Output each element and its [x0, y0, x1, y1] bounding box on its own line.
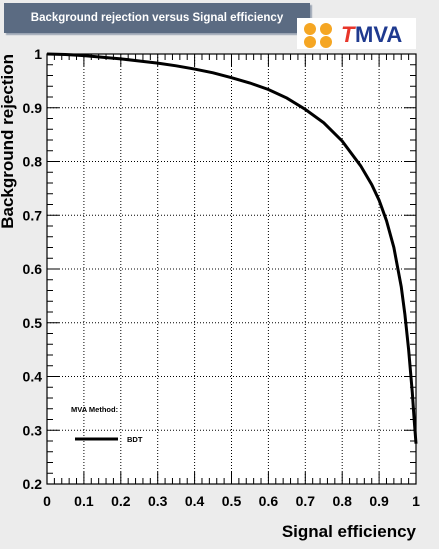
y-tick-label: 0.4	[23, 369, 43, 385]
logo-mva: MVA	[355, 22, 402, 47]
logo-circle-icon	[320, 23, 332, 35]
bdt-curve	[46, 52, 418, 444]
y-tick-label: 0.7	[23, 207, 43, 223]
x-tick-label: 0.7	[296, 493, 316, 509]
x-tick-label: 0.8	[332, 493, 352, 509]
y-tick-label: 0.2	[23, 476, 43, 492]
y-tick-label: 1	[34, 46, 42, 62]
y-tick-label: 0.9	[23, 100, 43, 116]
y-tick-label: 0.8	[23, 154, 43, 170]
tick-labels: 0 0.1 0.2 0.3 0.4 0.5 0.6 0.7 0.8 0.9 1 0.2 0.3 0.4 0.…	[23, 46, 421, 509]
x-tick-label: 0.3	[148, 493, 168, 509]
y-tick-label: 0.5	[23, 315, 43, 331]
plot-frame	[46, 53, 417, 485]
x-tick-label: 0.4	[185, 493, 205, 509]
y-axis-title: Background rejection	[0, 54, 17, 229]
legend-label-bdt: BDT	[127, 435, 143, 444]
x-tick-label: 1	[412, 493, 420, 509]
x-tick-label: 0.1	[74, 493, 94, 509]
logo-circle-icon	[304, 23, 316, 35]
logo-circle-icon	[304, 36, 316, 48]
chart-title: Background rejection versus Signal effic…	[4, 3, 310, 33]
y-tick-label: 0.6	[23, 261, 43, 277]
x-tick-label: 0.9	[369, 493, 389, 509]
plot-area	[47, 54, 416, 484]
x-tick-label: 0.5	[222, 493, 242, 509]
x-axis-title: Signal efficiency	[282, 522, 417, 541]
logo-circle-icon	[320, 36, 332, 48]
x-tick-label: 0.2	[111, 493, 131, 509]
tmva-logo: T MVA	[297, 18, 416, 49]
tmva-logo-graphic: T MVA	[304, 22, 402, 48]
legend-header: MVA Method:	[71, 405, 118, 414]
y-tick-label: 0.3	[23, 422, 43, 438]
x-tick-label: 0.6	[259, 493, 279, 509]
x-tick-label: 0	[43, 493, 51, 509]
logo-t: T	[341, 22, 356, 47]
